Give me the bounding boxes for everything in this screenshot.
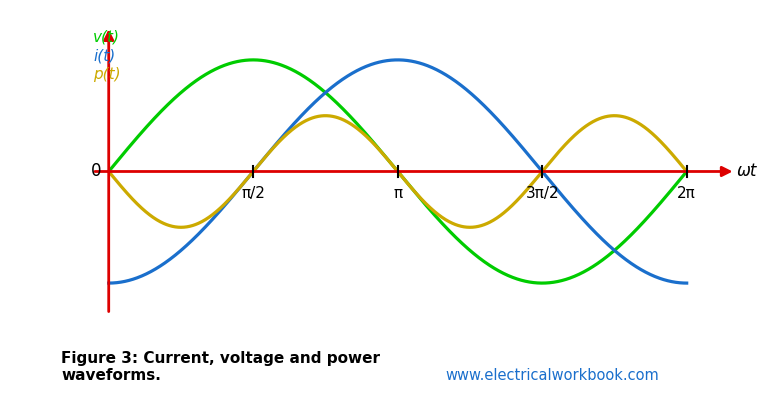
Text: i(t): i(t) bbox=[93, 48, 115, 63]
Text: 2π: 2π bbox=[677, 186, 696, 201]
Text: 3π/2: 3π/2 bbox=[525, 186, 559, 201]
Text: 0: 0 bbox=[91, 162, 101, 181]
Text: π/2: π/2 bbox=[241, 186, 265, 201]
Text: www.electricalworkbook.com: www.electricalworkbook.com bbox=[445, 368, 659, 383]
Text: Figure 3: Current, voltage and power
waveforms.: Figure 3: Current, voltage and power wav… bbox=[61, 351, 380, 383]
Text: v(t): v(t) bbox=[93, 30, 120, 45]
Text: π: π bbox=[393, 186, 402, 201]
Text: ωt: ωt bbox=[737, 162, 758, 181]
Text: p(t): p(t) bbox=[93, 66, 121, 81]
